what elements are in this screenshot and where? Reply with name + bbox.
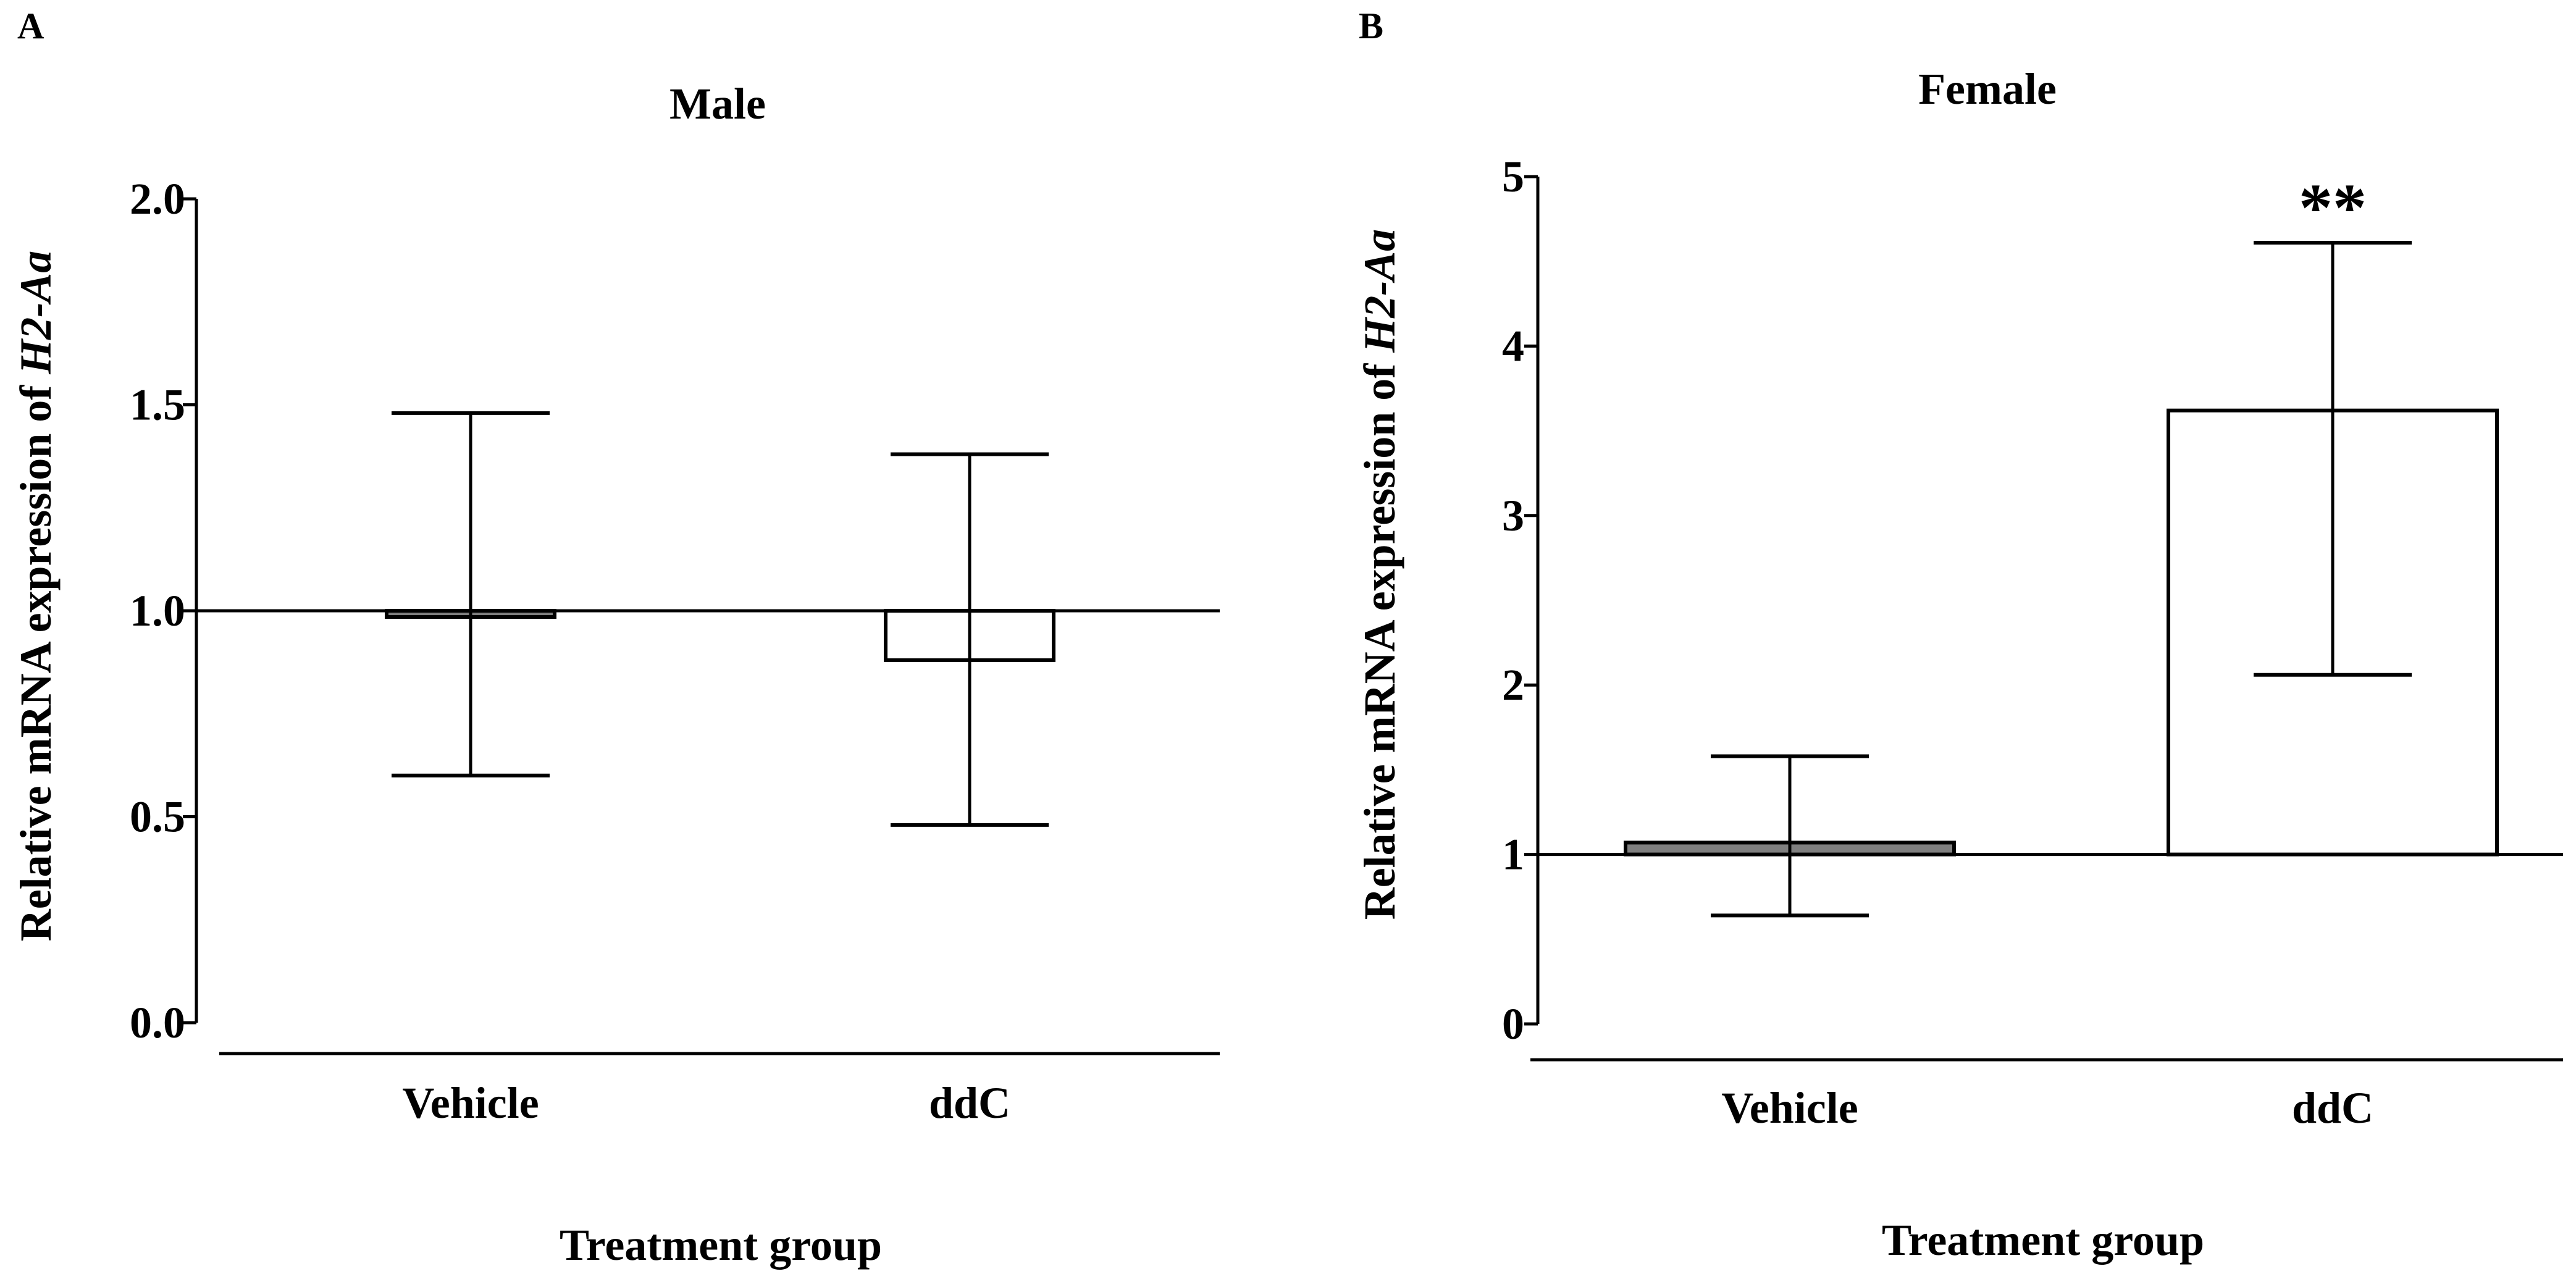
y-tick-label: 1	[1502, 830, 1524, 879]
chart-title: Female	[1918, 64, 2057, 114]
panel-label: B	[1359, 6, 1383, 46]
y-axis-label-gene: H2-Aa	[1355, 229, 1404, 353]
significance-annotation: **	[2299, 170, 2367, 245]
x-category-label: Vehicle	[402, 1078, 539, 1128]
plot-area: 0 1 2 3 4 5 Vehicle ** ddC	[1502, 152, 2563, 1133]
y-tick-label: 5	[1502, 152, 1524, 201]
y-tick-label: 2	[1502, 660, 1524, 710]
panel-label: A	[17, 6, 44, 46]
y-tick-label: 1.0	[130, 586, 185, 635]
panel-a-male: A Male Relative mRNA expression of H2-Aa…	[11, 6, 1220, 1270]
y-tick-label: 3	[1502, 491, 1524, 540]
y-axis-label-gene: H2-Aa	[11, 251, 61, 375]
x-category-label: ddC	[929, 1078, 1010, 1128]
x-category-label: Vehicle	[1721, 1083, 1858, 1133]
y-tick-label: 0.5	[130, 792, 185, 842]
y-axis-label-prefix: Relative mRNA expression of	[11, 374, 61, 942]
y-tick-label: 4	[1502, 321, 1524, 371]
y-tick-label: 2.0	[130, 174, 185, 224]
y-axis-label: Relative mRNA expression of H2-Aa	[1355, 229, 1404, 920]
plot-area: 0.0 0.5 1.0 1.5 2.0 Vehicle ddC	[130, 174, 1220, 1128]
y-tick-label: 1.5	[130, 380, 185, 430]
x-axis-label: Treatment group	[560, 1220, 882, 1270]
y-axis-label-prefix: Relative mRNA expression of	[1355, 353, 1404, 920]
x-axis-label: Treatment group	[1882, 1215, 2204, 1265]
y-axis-label: Relative mRNA expression of H2-Aa	[11, 251, 61, 942]
y-tick-label: 0.0	[130, 998, 185, 1047]
y-tick-label: 0	[1502, 999, 1524, 1049]
chart-title: Male	[669, 79, 766, 128]
x-category-label: ddC	[2292, 1083, 2373, 1133]
panel-b-female: B Female Relative mRNA expression of H2-…	[1355, 6, 2563, 1265]
